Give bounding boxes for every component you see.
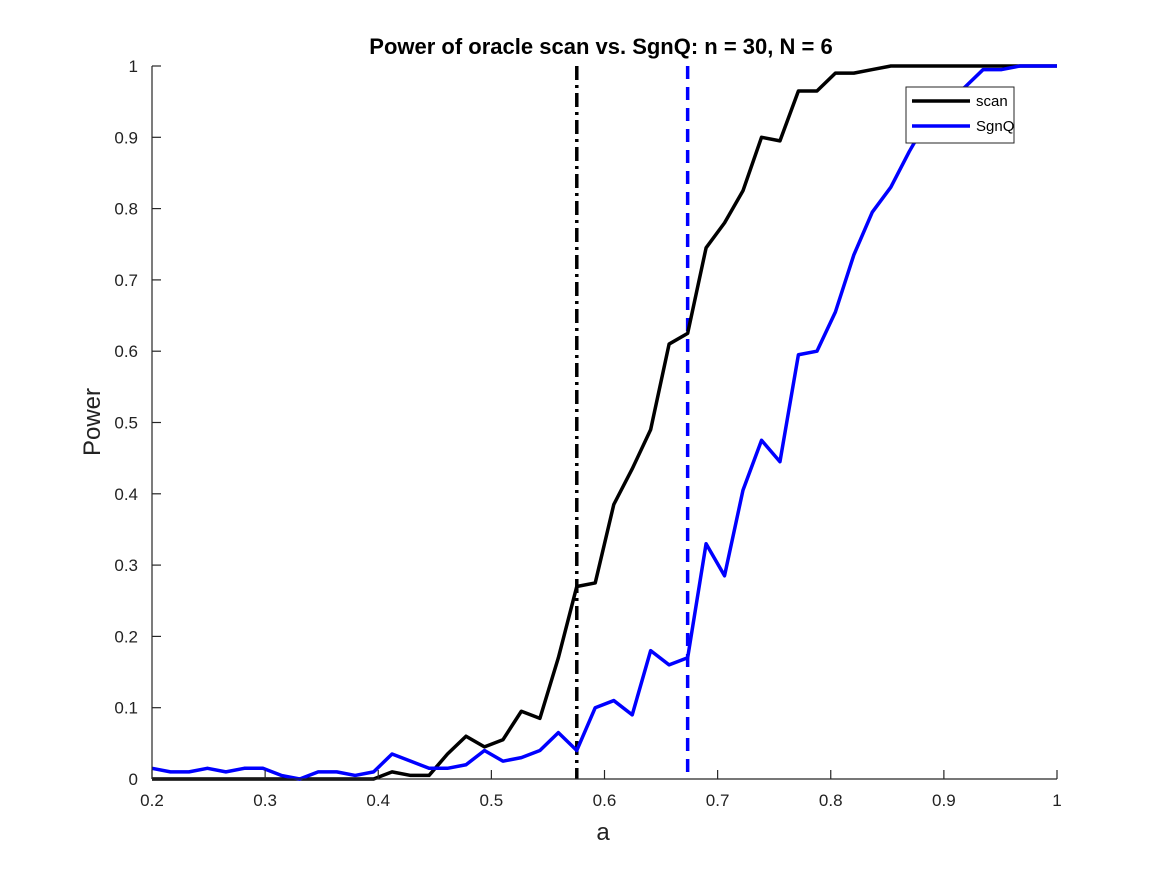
x-tick-label: 0.2	[140, 791, 164, 810]
x-tick-labels: 0.2 0.3 0.4 0.5 0.6 0.7 0.8 0.9 1	[140, 791, 1062, 810]
chart-title: Power of oracle scan vs. SgnQ: n = 30, N…	[369, 34, 832, 59]
x-tick-label: 1	[1052, 791, 1061, 810]
y-axis-label: Power	[79, 388, 106, 456]
series-line-sgnq	[151, 64, 1057, 781]
series-lines	[151, 64, 1057, 781]
legend: scan SgnQ	[905, 86, 1015, 144]
y-tick-label: 0.9	[114, 128, 138, 147]
series-line-scan	[152, 64, 1057, 781]
y-tick-label: 0.4	[114, 485, 138, 504]
y-tick-label: 0	[129, 770, 138, 789]
x-tick-label: 0.8	[819, 791, 843, 810]
legend-label-scan: scan	[976, 93, 1008, 110]
x-tick-label: 0.4	[366, 791, 390, 810]
y-tick-label: 0.7	[114, 271, 138, 290]
x-axis-label: a	[596, 819, 610, 846]
y-tick-labels: 0 0.1 0.2 0.3 0.4 0.5 0.6 0.7 0.8 0.9 1	[114, 57, 138, 789]
x-tick-label: 0.3	[253, 791, 277, 810]
y-tick-label: 0.3	[114, 556, 138, 575]
x-tick-label: 0.7	[706, 791, 730, 810]
x-tick-label: 0.9	[932, 791, 956, 810]
x-tick-label: 0.5	[480, 791, 504, 810]
legend-label-sgnq: SgnQ	[976, 118, 1014, 135]
y-tick-label: 1	[129, 57, 138, 76]
y-tick-label: 0.8	[114, 200, 138, 219]
y-tick-label: 0.6	[114, 342, 138, 361]
y-tick-label: 0.5	[114, 414, 138, 433]
x-tick-label: 0.6	[593, 791, 617, 810]
y-tick-label: 0.2	[114, 627, 138, 646]
axes	[151, 65, 1058, 780]
reference-lines	[575, 66, 690, 779]
legend-box	[905, 86, 1015, 144]
y-tick-label: 0.1	[114, 699, 138, 718]
